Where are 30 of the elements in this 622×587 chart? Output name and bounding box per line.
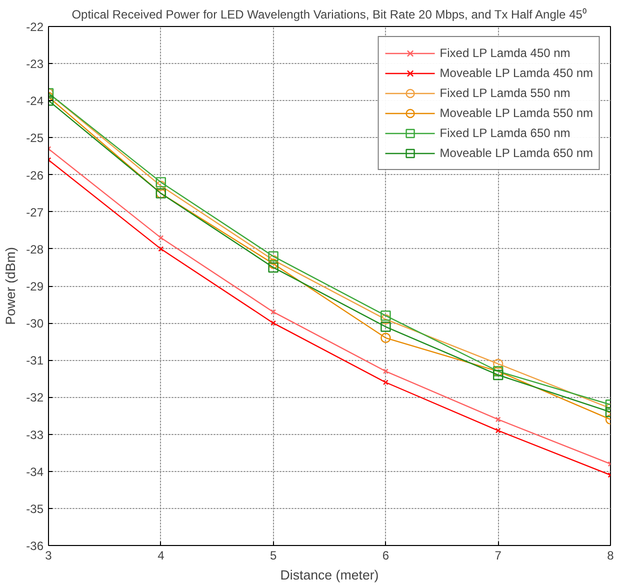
- x-axis-title: Distance (meter): [280, 568, 379, 582]
- legend-label: Moveable LP Lamda 650 nm: [440, 146, 593, 160]
- x-tick-label: 3: [45, 548, 52, 562]
- legend-label: Moveable LP Lamda 550 nm: [440, 106, 593, 120]
- y-axis-title: Power (dBm): [3, 247, 18, 325]
- y-tick-label: -22: [26, 20, 44, 34]
- y-tick-label: -32: [26, 390, 44, 405]
- x-tick-label: 5: [270, 548, 277, 562]
- y-tick-label: -27: [26, 205, 44, 220]
- y-tick-label: -26: [26, 168, 44, 182]
- y-tick-label: -34: [26, 464, 44, 479]
- y-tick-label: -29: [26, 280, 44, 294]
- x-tick-label: 4: [158, 548, 165, 562]
- x-tick-label: 6: [382, 548, 390, 562]
- legend-label: Fixed LP Lamda 650 nm: [440, 126, 570, 140]
- legend-label: Fixed LP Lamda 450 nm: [440, 46, 570, 60]
- y-tick-label: -28: [26, 242, 44, 256]
- y-tick-label: -31: [26, 354, 44, 368]
- x-tick-label: 8: [607, 548, 614, 562]
- y-tick-label: -25: [26, 131, 44, 146]
- legend-label: Moveable LP Lamda 450 nm: [440, 66, 593, 80]
- chart-title: Optical Received Power for LED Wavelength Variations, Bit Rate 20 Mbps, and Tx Half Angle 45⁰: [72, 8, 586, 22]
- y-tick-label: -36: [26, 539, 44, 553]
- y-tick-label: -24: [26, 94, 44, 108]
- y-tick-label: -33: [26, 428, 44, 442]
- y-tick-label: -30: [26, 316, 44, 331]
- y-tick-label: -35: [26, 502, 44, 516]
- legend-label: Fixed LP Lamda 550 nm: [440, 86, 570, 100]
- x-tick-label: 7: [494, 548, 502, 562]
- y-tick-label: -23: [26, 57, 44, 72]
